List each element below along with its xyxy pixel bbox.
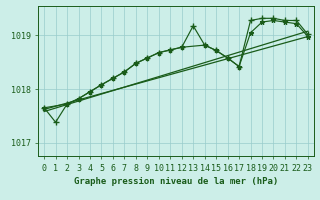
X-axis label: Graphe pression niveau de la mer (hPa): Graphe pression niveau de la mer (hPa) <box>74 177 278 186</box>
